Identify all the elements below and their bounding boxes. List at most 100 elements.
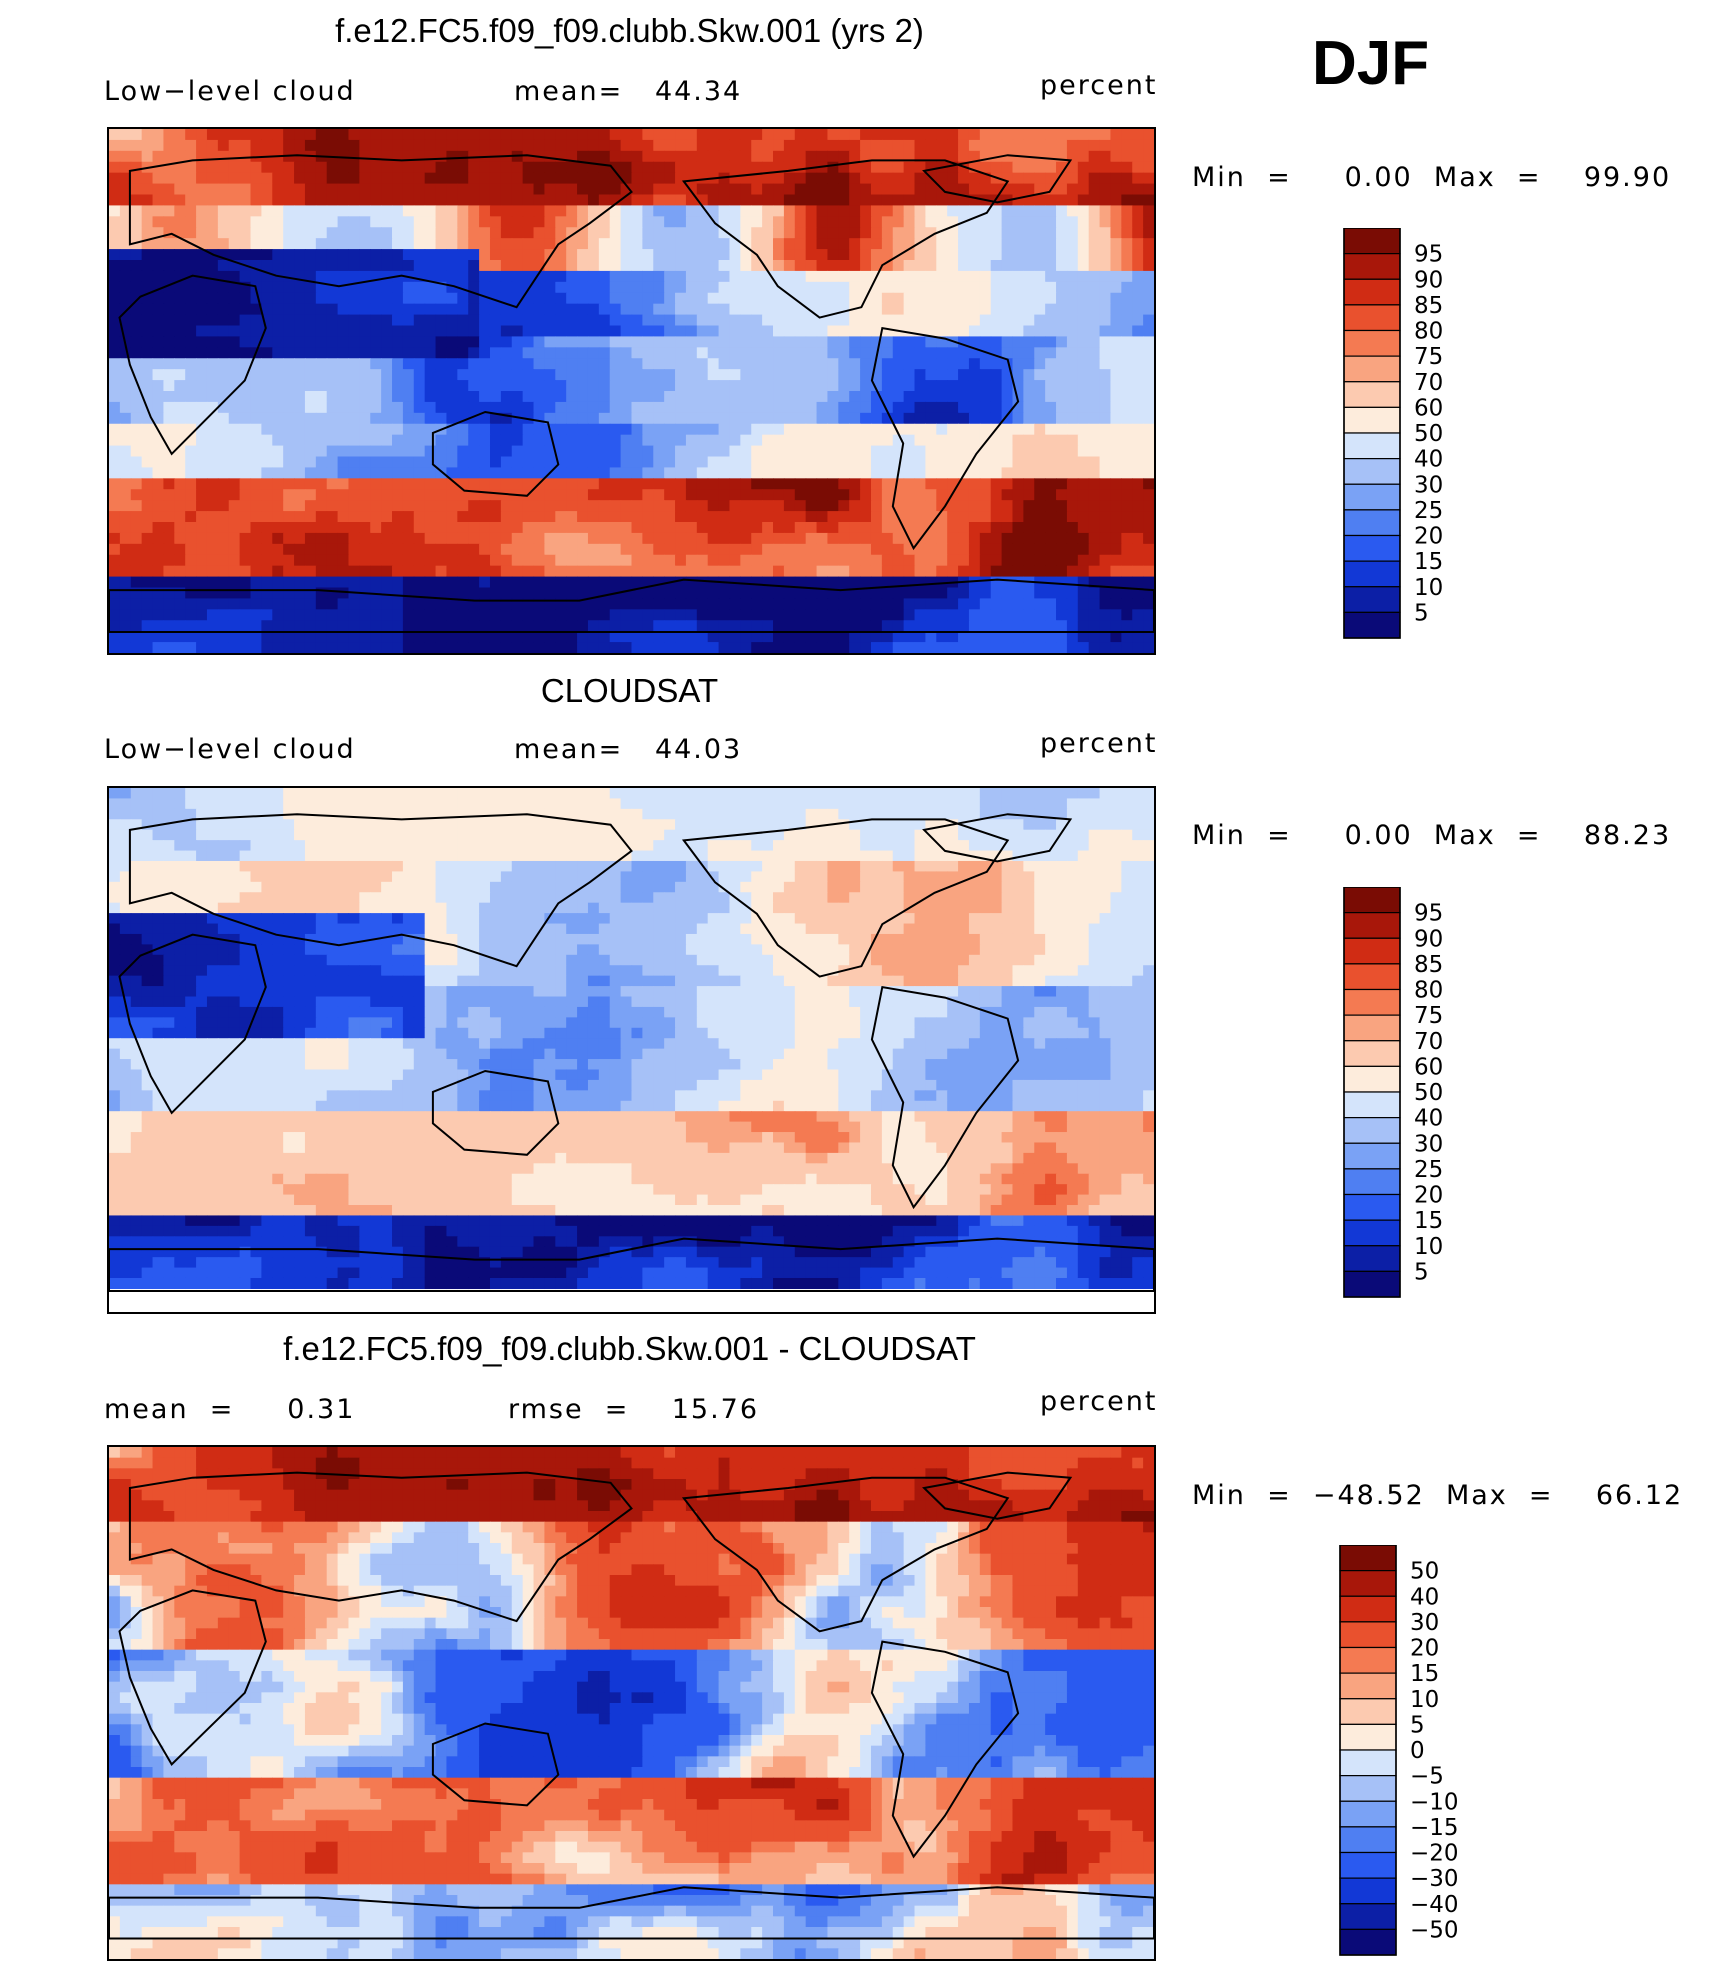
contour-cell xyxy=(903,347,916,359)
contour-cell xyxy=(675,423,687,436)
contour-cell xyxy=(696,543,709,556)
contour-cell xyxy=(239,358,252,370)
contour-cell xyxy=(196,401,208,414)
contour-cell xyxy=(816,172,829,185)
contour-cell xyxy=(413,543,426,556)
contour-cell xyxy=(348,631,360,643)
contour-cell xyxy=(958,543,970,556)
contour-cell xyxy=(489,347,502,359)
contour-cell xyxy=(261,798,273,810)
contour-cell xyxy=(903,260,916,272)
contour-cell xyxy=(870,543,883,556)
contour-cell xyxy=(457,270,469,283)
contour-cell xyxy=(239,380,252,392)
contour-cell xyxy=(1045,532,1057,545)
contour-cell xyxy=(533,270,546,283)
contour-cell xyxy=(294,292,306,305)
contour-cell xyxy=(392,391,404,403)
contour-cell xyxy=(1099,798,1112,810)
contour-cell xyxy=(827,249,839,261)
contour-cell xyxy=(979,325,992,338)
contour-cell xyxy=(1034,281,1046,294)
contour-cell xyxy=(1088,489,1101,501)
contour-cell xyxy=(696,620,709,632)
contour-cell xyxy=(936,281,948,294)
contour-cell xyxy=(653,423,665,436)
contour-cell xyxy=(370,303,382,316)
contour-cell xyxy=(185,401,197,414)
contour-cell xyxy=(533,194,546,207)
contour-cell xyxy=(1132,205,1144,217)
contour-cell xyxy=(359,249,371,261)
contour-cell xyxy=(805,565,818,578)
contour-cell xyxy=(892,380,905,392)
contour-cell xyxy=(283,445,295,458)
contour-cell xyxy=(598,325,611,338)
contour-cell xyxy=(1077,587,1090,600)
contour-cell xyxy=(424,467,437,479)
contour-cell xyxy=(294,183,306,196)
contour-cell xyxy=(206,412,219,425)
contour-cell xyxy=(533,467,546,479)
contour-cell xyxy=(228,576,241,589)
contour-cell xyxy=(1088,380,1101,392)
contour-cell xyxy=(620,314,633,327)
contour-cell xyxy=(707,631,720,643)
contour-cell xyxy=(130,336,143,348)
contour-cell xyxy=(1045,609,1057,621)
contour-cell xyxy=(370,194,382,207)
contour-cell xyxy=(740,216,752,228)
contour-cell xyxy=(109,631,121,643)
contour-cell xyxy=(762,808,774,820)
contour-cell xyxy=(609,798,622,810)
contour-cell xyxy=(392,565,404,578)
contour-cell xyxy=(130,808,143,820)
contour-cell xyxy=(1077,238,1090,250)
contour-cell xyxy=(326,161,339,174)
contour-cell xyxy=(359,598,371,610)
contour-cell xyxy=(283,303,295,316)
contour-cell xyxy=(1077,227,1090,239)
contour-cell xyxy=(566,139,578,152)
contour-cell xyxy=(1056,205,1068,217)
contour-cell xyxy=(544,401,556,414)
contour-cell xyxy=(435,445,448,458)
contour-cell xyxy=(326,325,339,338)
contour-cell xyxy=(294,270,306,283)
contour-cell xyxy=(304,292,317,305)
contour-cell xyxy=(1056,511,1068,523)
contour-cell xyxy=(468,554,480,567)
map-model xyxy=(107,127,1156,655)
contour-cell xyxy=(925,336,937,348)
contour-cell xyxy=(936,139,948,152)
contour-cell xyxy=(468,227,480,239)
contour-cell xyxy=(587,587,600,600)
contour-cell xyxy=(762,788,774,800)
contour-cell xyxy=(609,554,622,567)
contour-cell xyxy=(348,642,360,653)
contour-cell xyxy=(881,522,894,534)
contour-cell xyxy=(925,249,937,261)
contour-cell xyxy=(783,489,796,501)
contour-cell xyxy=(500,303,513,316)
contour-cell xyxy=(435,798,448,810)
contour-cell xyxy=(359,347,371,359)
contour-cell xyxy=(424,205,437,217)
contour-cell xyxy=(402,620,415,632)
contour-cell xyxy=(881,554,894,567)
contour-cell xyxy=(163,216,175,228)
contour-cell xyxy=(1099,478,1112,490)
contour-cell xyxy=(1001,281,1014,294)
contour-cell xyxy=(130,798,143,810)
contour-cell xyxy=(685,194,698,207)
contour-cell xyxy=(1066,543,1079,556)
contour-cell xyxy=(653,500,665,512)
contour-cell xyxy=(979,129,992,141)
contour-cell xyxy=(392,500,404,512)
contour-cell xyxy=(577,467,589,479)
contour-cell xyxy=(348,249,360,261)
contour-cell xyxy=(707,391,720,403)
contour-cell xyxy=(500,576,513,589)
contour-cell xyxy=(392,292,404,305)
contour-cell xyxy=(511,609,524,621)
